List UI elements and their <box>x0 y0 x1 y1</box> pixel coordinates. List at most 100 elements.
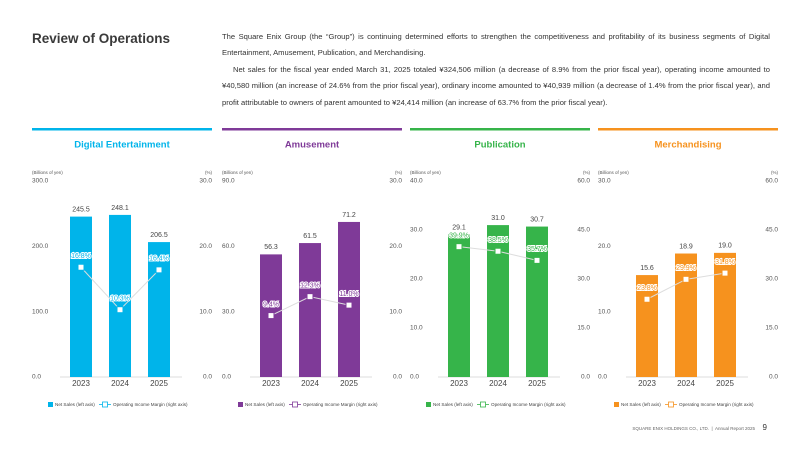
x-tick-label: 2025 <box>716 379 734 388</box>
y2-tick-label: 15.0 <box>765 325 778 332</box>
y-tick-label: 0.0 <box>598 374 607 381</box>
x-tick-label: 2024 <box>111 379 129 388</box>
body-text: The Square Enix Group (the “Group”) is c… <box>222 29 770 111</box>
legend-label: Operating Income Margin (right axis) <box>679 402 754 407</box>
margin-marker <box>533 256 541 264</box>
margin-marker <box>345 301 353 309</box>
y-tick-label: 0.0 <box>410 374 419 381</box>
y2-axis-label: (%) <box>771 170 778 175</box>
y2-tick-label: 10.0 <box>389 308 402 315</box>
legend-marker <box>292 401 298 408</box>
y2-tick-label: 45.0 <box>765 227 778 234</box>
bar-value-label: 19.0 <box>718 243 732 250</box>
y2-tick-label: 20.0 <box>199 243 212 250</box>
bar-value-label: 71.2 <box>342 212 356 219</box>
bar-value-label: 206.5 <box>150 232 168 239</box>
y-tick-label: 100.0 <box>32 308 49 315</box>
y2-tick-label: 30.0 <box>765 276 778 283</box>
x-tick-label: 2024 <box>489 379 507 388</box>
header-rule <box>32 128 212 131</box>
legend-swatch <box>48 402 53 407</box>
margin-marker <box>494 247 502 255</box>
x-tick-label: 2025 <box>340 379 358 388</box>
y-tick-label: 200.0 <box>32 243 49 250</box>
y2-tick-label: 20.0 <box>389 243 402 250</box>
bar <box>299 243 321 377</box>
margin-value-label: 9.4% <box>263 301 279 308</box>
y2-tick-label: 0.0 <box>393 374 402 381</box>
bar <box>338 221 360 377</box>
margin-value-label: 12.3% <box>300 282 320 289</box>
margin-marker <box>116 306 124 314</box>
margin-marker <box>267 312 275 320</box>
x-tick-label: 2025 <box>150 379 168 388</box>
footer-report: Annual Report 2025 <box>714 426 755 431</box>
bar-value-label: 248.1 <box>111 205 129 212</box>
y-tick-label: 20.0 <box>410 276 423 283</box>
y2-tick-label: 0.0 <box>769 374 778 381</box>
margin-marker <box>721 269 729 277</box>
margin-value-label: 10.3% <box>110 296 130 303</box>
margin-value-label: 11.0% <box>339 291 358 298</box>
bar-value-label: 29.1 <box>452 224 466 231</box>
y2-tick-label: 30.0 <box>577 276 590 283</box>
header-rule <box>410 128 590 131</box>
bar <box>675 253 697 377</box>
y2-tick-label: 15.0 <box>577 325 590 332</box>
y-tick-label: 300.0 <box>32 178 49 185</box>
legend-label: Net Sales (left axis) <box>621 402 661 407</box>
legend-label: Operating Income Margin (right axis) <box>303 402 378 407</box>
y2-axis-label: (%) <box>205 170 212 175</box>
page-title: Review of Operations <box>32 31 171 46</box>
y2-tick-label: 60.0 <box>577 178 590 185</box>
y2-tick-label: 30.0 <box>199 178 212 185</box>
legend-marker <box>102 401 108 408</box>
x-tick-label: 2023 <box>262 379 280 388</box>
y2-tick-label: 0.0 <box>203 374 212 381</box>
legend-marker <box>480 401 486 408</box>
page-number: 9 <box>762 423 767 432</box>
bar <box>109 214 131 377</box>
bar-value-label: 56.3 <box>264 244 278 251</box>
bar-value-label: 31.0 <box>491 215 505 222</box>
paragraph: The Square Enix Group (the “Group”) is c… <box>222 32 770 58</box>
bar <box>714 252 736 377</box>
bar-value-label: 18.9 <box>679 243 693 250</box>
y-tick-label: 30.0 <box>222 308 235 315</box>
chart-title: Publication <box>474 140 525 151</box>
legend-marker <box>668 401 674 408</box>
y2-tick-label: 0.0 <box>581 374 590 381</box>
x-tick-label: 2023 <box>72 379 90 388</box>
margin-value-label: 23.8% <box>637 285 657 292</box>
margin-marker <box>306 293 314 301</box>
y2-tick-label: 60.0 <box>765 178 778 185</box>
header-rule <box>222 128 402 131</box>
y2-axis-label: (%) <box>395 170 402 175</box>
margin-marker <box>682 275 690 283</box>
y-axis-label: (Billions of yen) <box>32 170 63 175</box>
y-tick-label: 10.0 <box>598 308 611 315</box>
x-tick-label: 2024 <box>677 379 695 388</box>
bar-value-label: 61.5 <box>303 233 317 240</box>
y-tick-label: 0.0 <box>32 374 41 381</box>
bar <box>526 226 548 377</box>
margin-value-label: 38.5% <box>488 237 508 244</box>
y-tick-label: 40.0 <box>410 178 423 185</box>
margin-value-label: 31.8% <box>715 259 735 266</box>
margin-value-label: 39.9% <box>449 233 469 240</box>
x-tick-label: 2025 <box>528 379 546 388</box>
legend-swatch <box>614 402 619 407</box>
y-tick-label: 0.0 <box>222 374 231 381</box>
chart-title: Digital Entertainment <box>74 140 170 151</box>
bar-value-label: 15.6 <box>640 265 654 272</box>
y-axis-label: (Billions of yen) <box>222 170 253 175</box>
footer: SQUARE ENIX HOLDINGS CO., LTD. | Annual … <box>632 426 755 431</box>
y-axis-label: (Billions of yen) <box>598 170 629 175</box>
bar <box>487 225 509 377</box>
legend-label: Net Sales (left axis) <box>245 402 285 407</box>
bar-value-label: 245.5 <box>72 206 90 213</box>
margin-value-label: 16.4% <box>149 256 169 263</box>
y2-tick-label: 30.0 <box>389 178 402 185</box>
chart-title: Amusement <box>285 140 340 151</box>
y-tick-label: 60.0 <box>222 243 235 250</box>
